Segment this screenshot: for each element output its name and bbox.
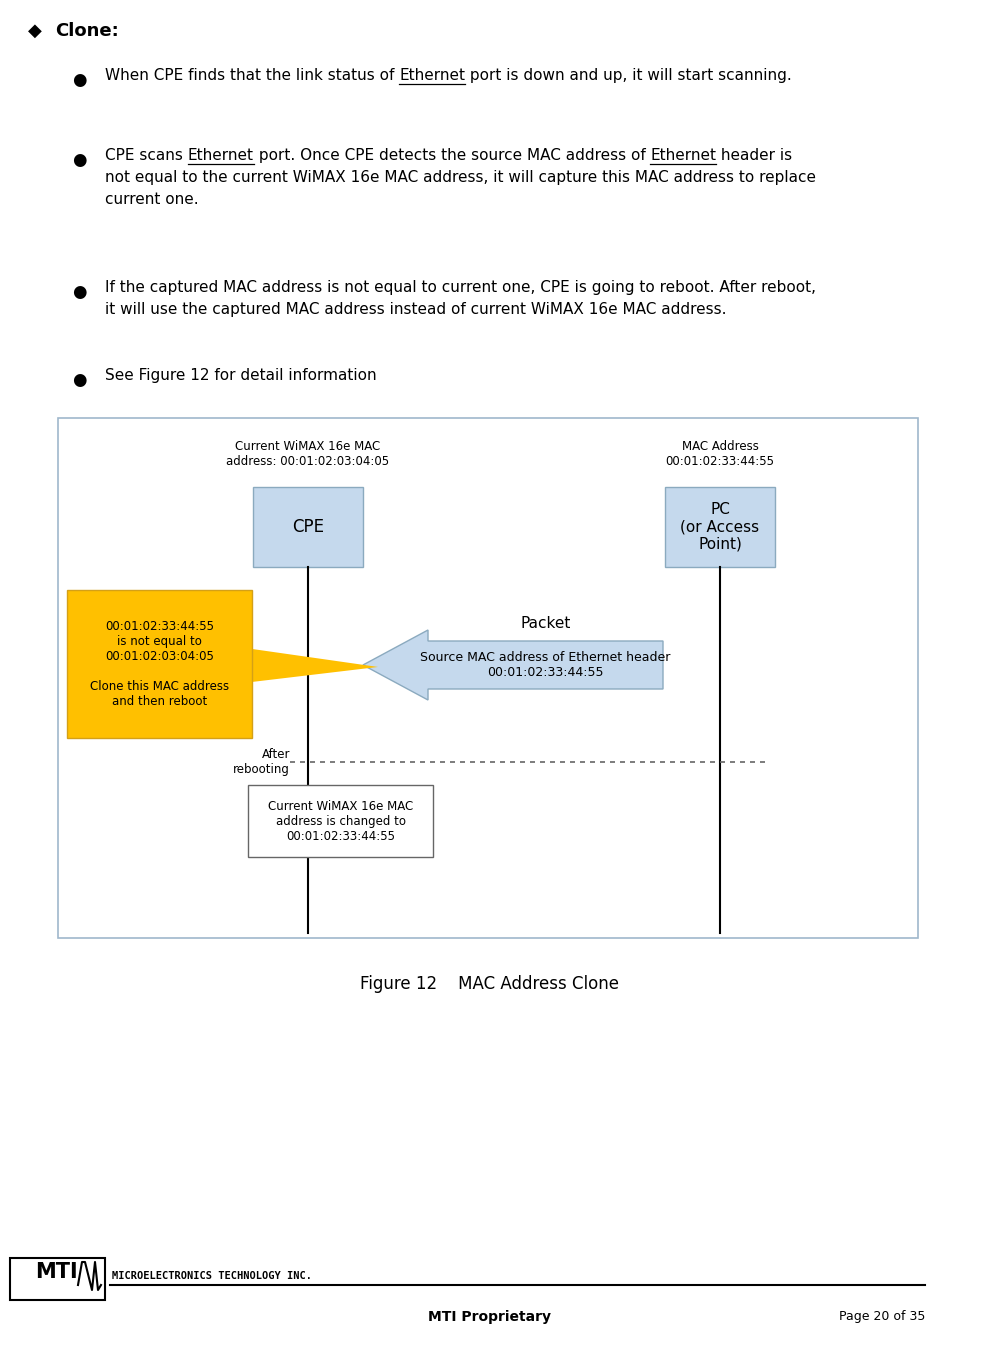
Text: 00:01:02:33:44:55
is not equal to
00:01:02:03:04:05

Clone this MAC address
and : 00:01:02:33:44:55 is not equal to 00:01:… <box>90 620 229 709</box>
Text: MAC Address
00:01:02:33:44:55: MAC Address 00:01:02:33:44:55 <box>665 440 775 467</box>
Text: MTI Proprietary: MTI Proprietary <box>429 1311 551 1324</box>
Text: After
rebooting: After rebooting <box>233 748 290 776</box>
Text: Ethernet: Ethernet <box>399 67 465 84</box>
Text: port is down and up, it will start scanning.: port is down and up, it will start scann… <box>465 67 792 84</box>
Text: Clone:: Clone: <box>55 22 119 40</box>
Text: If the captured MAC address is not equal to current one, CPE is going to reboot.: If the captured MAC address is not equal… <box>105 280 816 295</box>
Text: See Figure 12 for detail information: See Figure 12 for detail information <box>105 368 377 383</box>
Text: CPE: CPE <box>292 519 324 536</box>
Text: Page 20 of 35: Page 20 of 35 <box>839 1311 925 1323</box>
FancyBboxPatch shape <box>67 590 252 738</box>
Text: MTI: MTI <box>35 1262 77 1282</box>
Text: ●: ● <box>72 151 86 168</box>
FancyBboxPatch shape <box>665 488 775 567</box>
Polygon shape <box>363 630 663 700</box>
Text: ●: ● <box>72 71 86 89</box>
FancyBboxPatch shape <box>248 785 433 857</box>
Text: Current WiMAX 16e MAC
address is changed to
00:01:02:33:44:55: Current WiMAX 16e MAC address is changed… <box>268 800 413 842</box>
Polygon shape <box>252 649 378 682</box>
Text: Ethernet: Ethernet <box>650 148 716 163</box>
Text: PC
(or Access
Point): PC (or Access Point) <box>681 502 759 552</box>
Text: ◆: ◆ <box>28 22 42 40</box>
Text: Ethernet: Ethernet <box>187 148 254 163</box>
FancyBboxPatch shape <box>10 1258 105 1300</box>
Text: CPE scans: CPE scans <box>105 148 187 163</box>
Text: When CPE finds that the link status of: When CPE finds that the link status of <box>105 67 399 84</box>
Text: Packet: Packet <box>520 616 571 630</box>
FancyBboxPatch shape <box>253 488 363 567</box>
Text: port. Once CPE detects the source MAC address of: port. Once CPE detects the source MAC ad… <box>254 148 650 163</box>
FancyBboxPatch shape <box>58 418 918 938</box>
Text: header is: header is <box>716 148 793 163</box>
Text: not equal to the current WiMAX 16e MAC address, it will capture this MAC address: not equal to the current WiMAX 16e MAC a… <box>105 170 816 185</box>
Text: Source MAC address of Ethernet header
00:01:02:33:44:55: Source MAC address of Ethernet header 00… <box>420 651 671 679</box>
Text: Current WiMAX 16e MAC
address: 00:01:02:03:04:05: Current WiMAX 16e MAC address: 00:01:02:… <box>227 440 389 467</box>
Text: MICROELECTRONICS TECHNOLOGY INC.: MICROELECTRONICS TECHNOLOGY INC. <box>112 1272 312 1281</box>
Text: Figure 12    MAC Address Clone: Figure 12 MAC Address Clone <box>360 975 619 993</box>
Text: current one.: current one. <box>105 193 198 207</box>
Text: it will use the captured MAC address instead of current WiMAX 16e MAC address.: it will use the captured MAC address ins… <box>105 302 727 317</box>
Text: ●: ● <box>72 283 86 300</box>
Text: ●: ● <box>72 370 86 389</box>
